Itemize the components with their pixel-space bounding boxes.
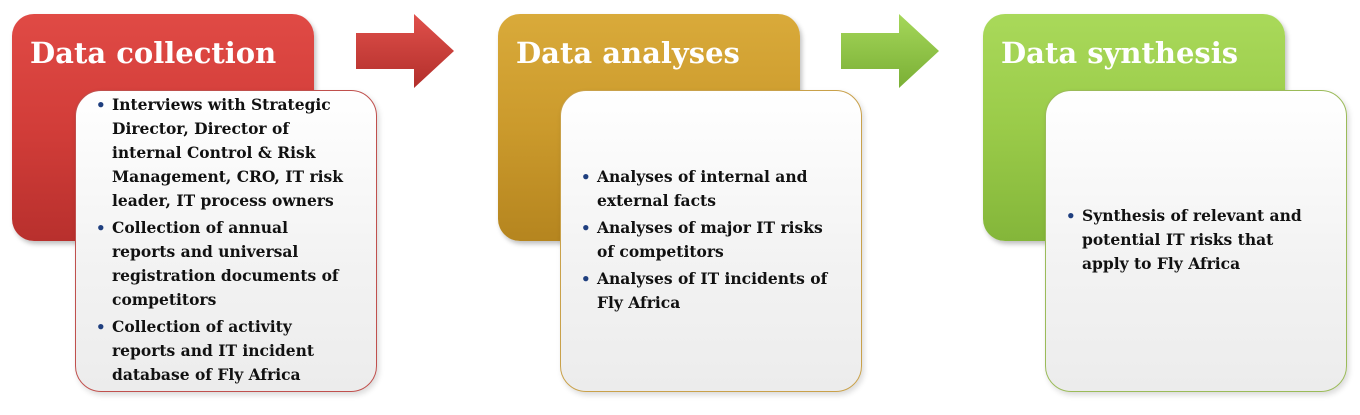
- bullet-list: Synthesis of relevant and potential IT r…: [1062, 204, 1324, 279]
- bullet-item: Interviews with Strategic Director, Dire…: [112, 93, 354, 213]
- bullet-list: Analyses of internal and external facts …: [577, 165, 839, 318]
- right-arrow-icon: [841, 14, 939, 88]
- stage-title: Data collection: [30, 36, 276, 70]
- stage-details-card: Interviews with Strategic Director, Dire…: [75, 90, 377, 392]
- stage-details-card: Analyses of internal and external facts …: [560, 90, 862, 392]
- bullet-item: Synthesis of relevant and potential IT r…: [1082, 204, 1324, 276]
- bullet-item: Collection of activity reports and IT in…: [112, 315, 354, 387]
- bullet-item: Collection of annual reports and univers…: [112, 216, 354, 312]
- bullet-item: Analyses of IT incidents of Fly Africa: [597, 267, 839, 315]
- right-arrow-icon: [356, 14, 454, 88]
- bullet-item: Analyses of internal and external facts: [597, 165, 839, 213]
- stage-title: Data synthesis: [1001, 36, 1238, 70]
- stage-details-card: Synthesis of relevant and potential IT r…: [1045, 90, 1347, 392]
- stage-title: Data analyses: [516, 36, 740, 70]
- bullet-item: Analyses of major IT risks of competitor…: [597, 216, 839, 264]
- bullet-list: Interviews with Strategic Director, Dire…: [92, 93, 354, 390]
